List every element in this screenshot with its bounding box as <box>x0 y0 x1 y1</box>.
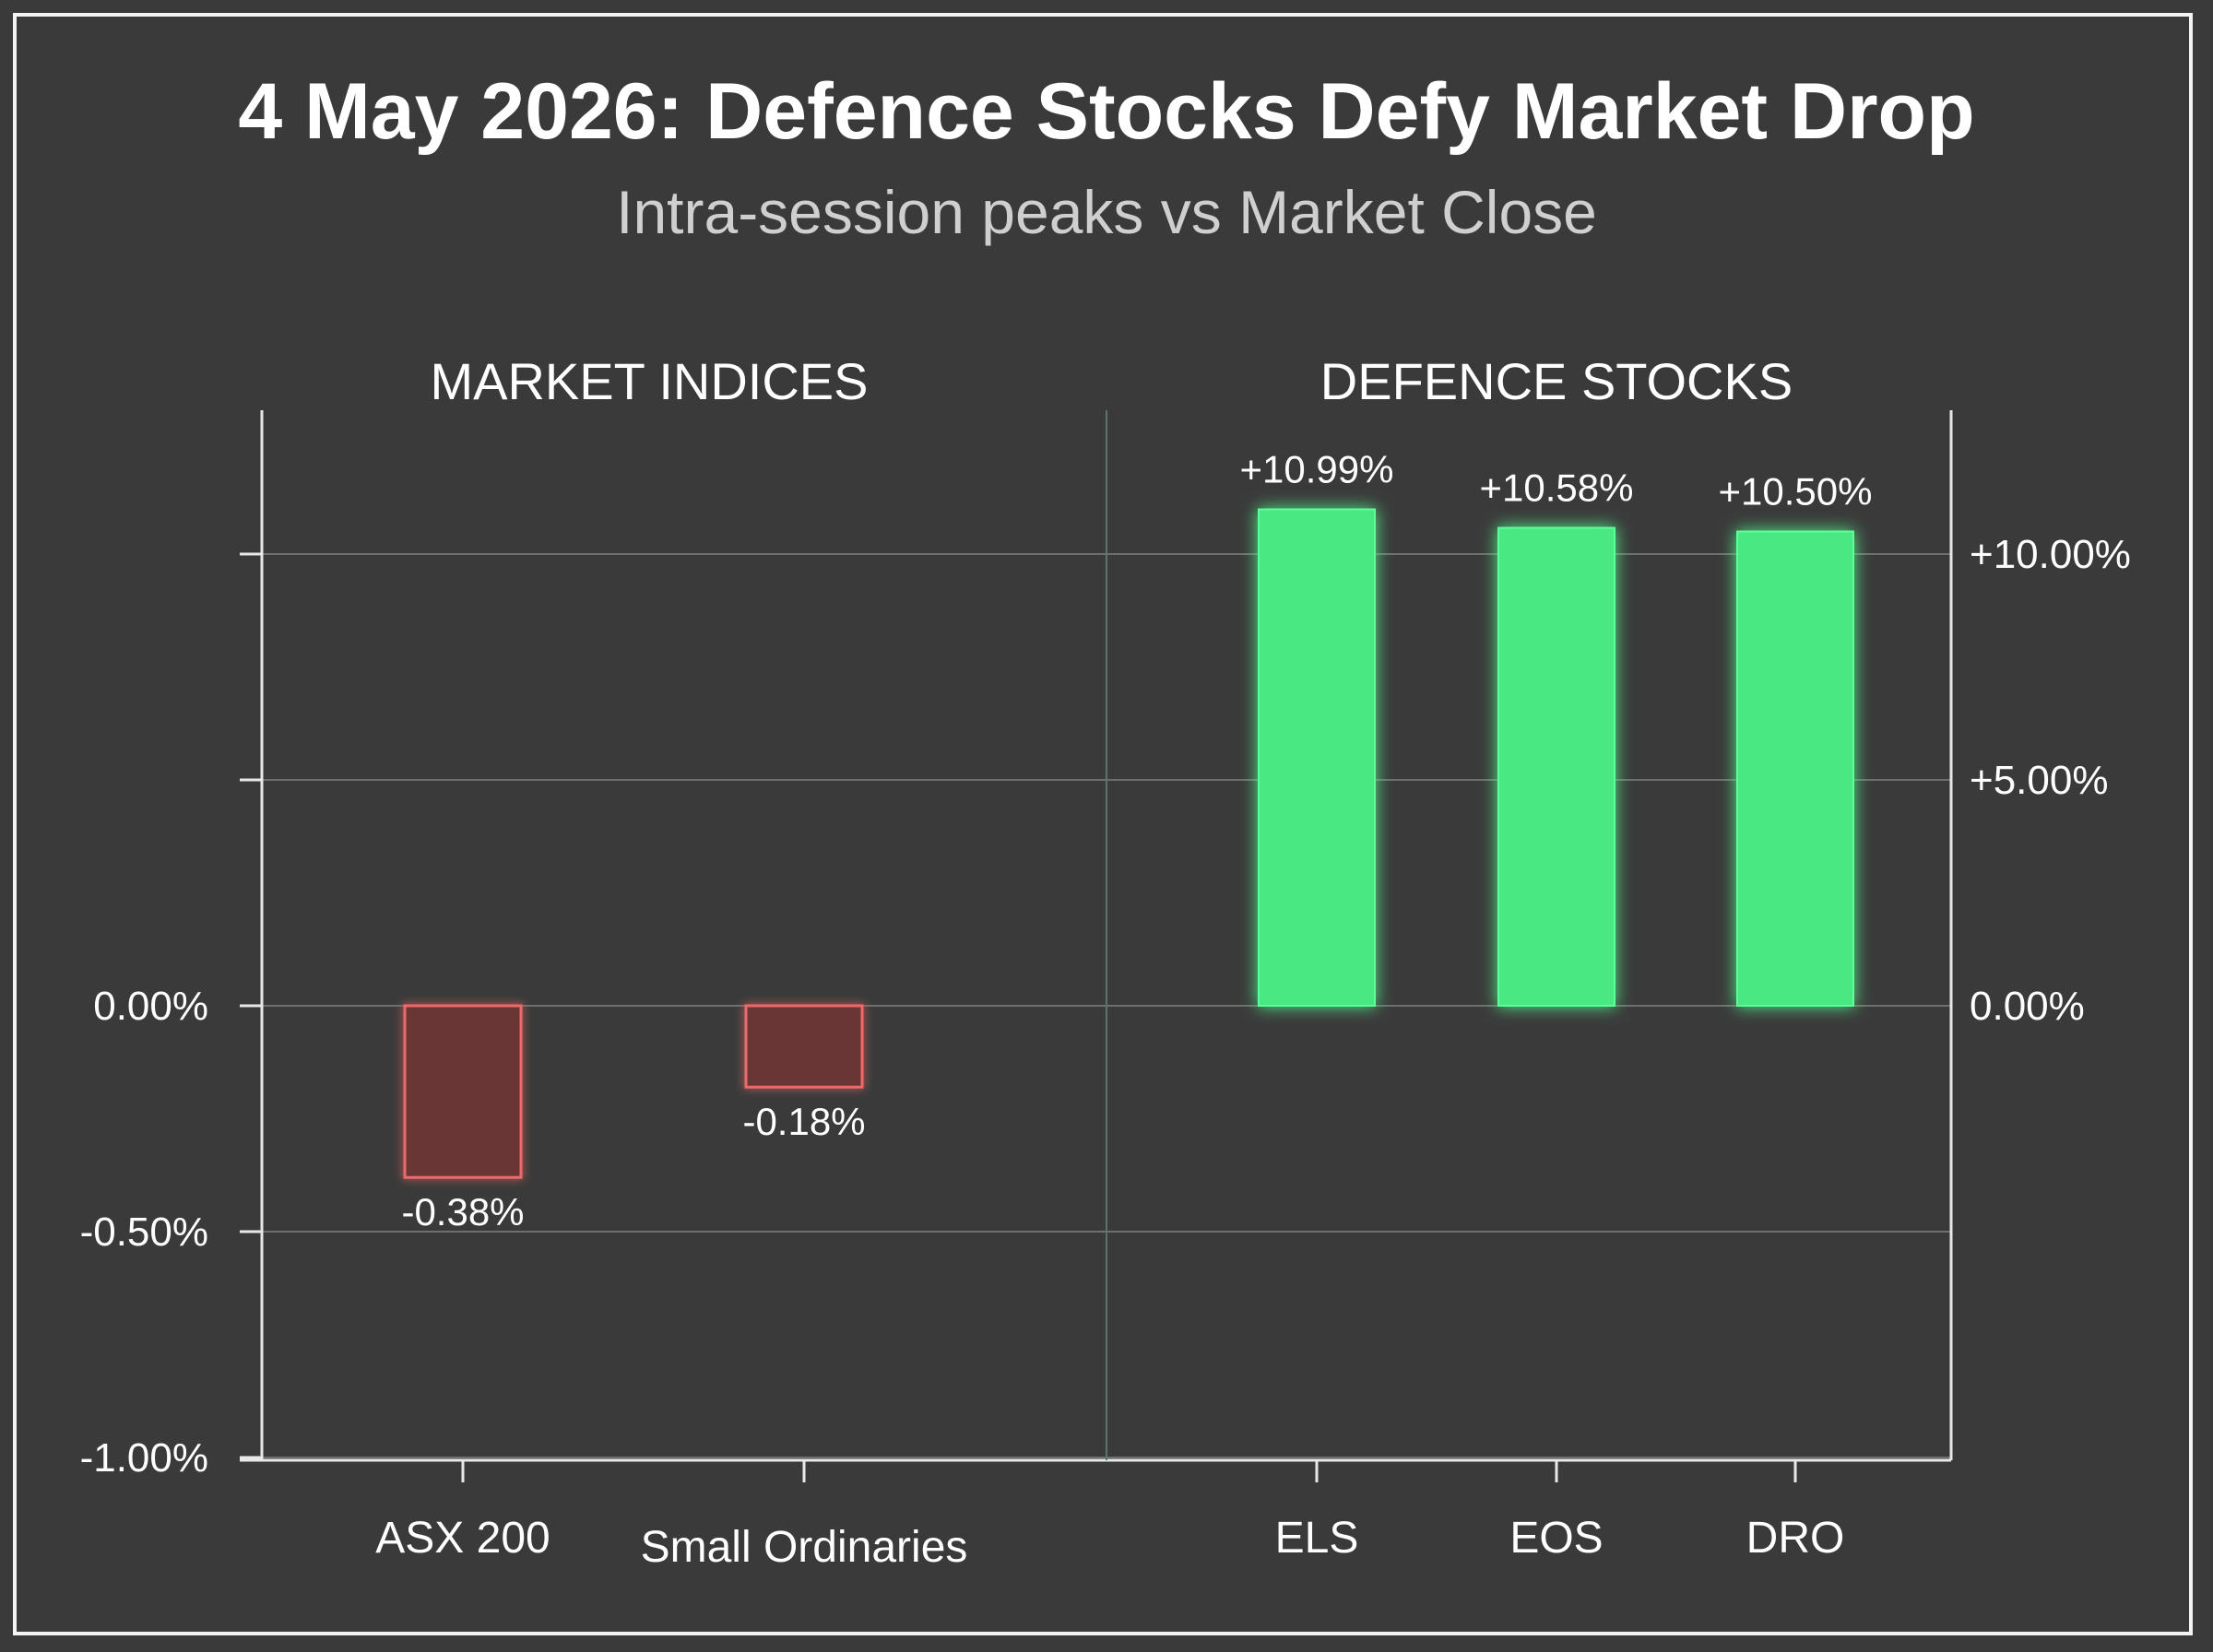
bar-dro <box>1736 530 1854 1007</box>
data-label: +10.58% <box>1480 466 1634 510</box>
right-tick-label: +5.00% <box>1970 758 2108 803</box>
chart-frame <box>13 13 2193 1635</box>
data-label: +10.50% <box>1719 470 1873 513</box>
x-tick-label: DRO <box>1746 1514 1845 1563</box>
bar-els <box>1258 508 1376 1007</box>
plot-area: 0.00% -0.50% -1.00% +10.00% +5.00% 0.00% MARKE… <box>80 352 2131 1572</box>
chart-subtitle: Intra-session peaks vs Market Close <box>616 178 1597 246</box>
left-tick-label: 0.00% <box>93 984 208 1029</box>
right-tick-label: 0.00% <box>1970 984 2085 1029</box>
data-label: +10.99% <box>1240 447 1394 490</box>
x-tick-label: EOS <box>1509 1514 1603 1563</box>
data-label: -0.18% <box>742 1100 865 1143</box>
panel-title-market-indices: MARKET INDICES <box>430 352 868 410</box>
x-tick-label: ASX 200 <box>375 1514 550 1563</box>
chart-title: 4 May 2026: Defence Stocks Defy Market D… <box>238 67 1974 156</box>
x-tick-label: Small Ordinaries <box>641 1523 968 1572</box>
data-label: -0.38% <box>401 1190 524 1233</box>
bar-asx-200 <box>403 1004 523 1179</box>
panel-title-defence-stocks: DEFENCE STOCKS <box>1320 352 1793 410</box>
left-tick-label: -0.50% <box>80 1210 208 1255</box>
right-tick-label: +10.00% <box>1970 532 2131 577</box>
bar-small-ordinaries <box>744 1004 864 1089</box>
x-tick-label: ELS <box>1275 1514 1359 1563</box>
bar-eos <box>1497 526 1615 1007</box>
left-tick-label: -1.00% <box>80 1435 208 1481</box>
